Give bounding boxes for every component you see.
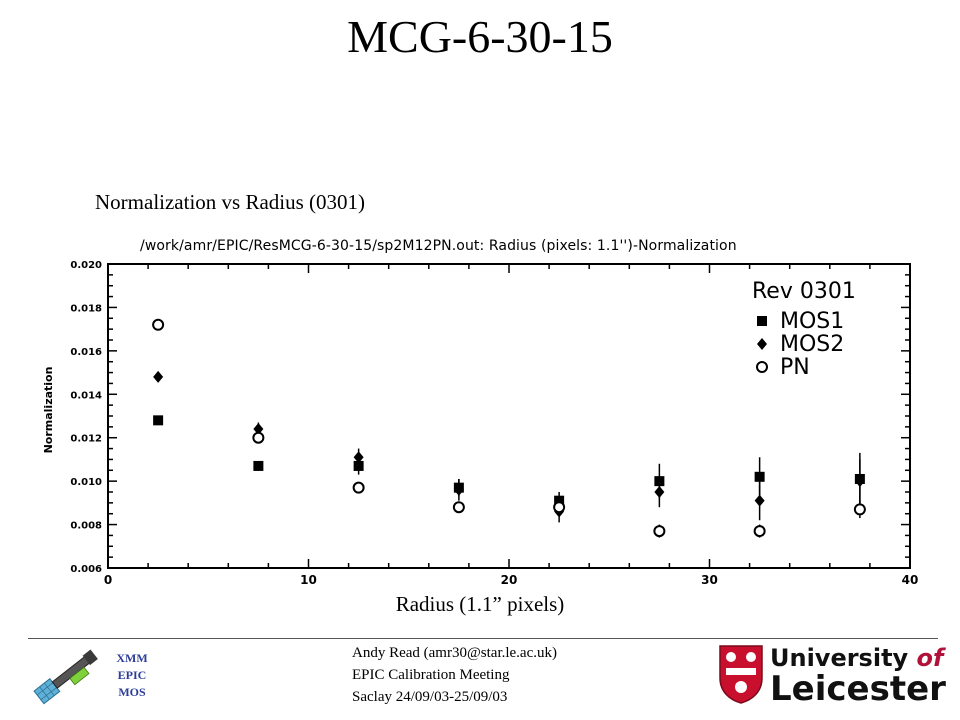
mos2-point <box>854 475 865 488</box>
x-axis-caption: Radius (1.1” pixels) <box>395 592 565 616</box>
legend-marker-pn <box>756 361 768 373</box>
chart-title: /work/amr/EPIC/ResMCG-6-30-15/sp2M12PN.o… <box>140 238 737 254</box>
legend-marker-mos1 <box>757 316 767 326</box>
pn-point <box>452 501 465 514</box>
x-tick-label: 30 <box>701 573 718 587</box>
mos2-point <box>153 370 164 383</box>
y-axis-label: Normalization <box>42 367 55 454</box>
university-word: University <box>770 644 909 672</box>
venue-date-line: Saclay 24/09/03-25/09/03 <box>352 689 508 705</box>
mos1-point <box>253 460 264 471</box>
y-tick-label: 0.014 <box>70 390 102 401</box>
mos2-point <box>353 451 364 464</box>
mission-line-mos: MOS <box>118 685 146 699</box>
mos2-point <box>253 423 264 436</box>
pn-point <box>252 431 265 444</box>
university-wordmark: University of Leicester <box>770 645 946 707</box>
y-tick-label: 0.006 <box>70 564 102 575</box>
mos2-point <box>654 486 665 498</box>
chart-caption: Normalization vs Radius (0301) <box>95 190 366 214</box>
mission-label: XMM EPIC MOS <box>112 650 152 701</box>
y-tick-label: 0.020 <box>70 260 102 271</box>
pn-point <box>152 318 165 331</box>
author-line: Andy Read (amr30@star.le.ac.uk) <box>352 645 557 661</box>
chart-ticks: 0 10 20 30 40 0.006 0.008 0.010 0.012 0.014 0.016 0… <box>70 260 918 587</box>
pn-point <box>753 525 766 538</box>
pn-point <box>553 501 566 514</box>
y-tick-label: 0.010 <box>70 477 102 488</box>
mission-line-xmm: XMM <box>116 651 148 665</box>
legend-marker-mos2 <box>757 338 767 350</box>
pn-point <box>853 503 866 516</box>
pn-point <box>653 525 666 538</box>
pn-point <box>352 481 365 494</box>
footer-divider <box>28 638 938 639</box>
university-of-word: of <box>916 644 944 672</box>
university-shield-icon <box>719 645 763 704</box>
chart-marks <box>152 318 866 538</box>
legend-title: Rev 0301 <box>752 279 856 304</box>
legend-label-mos2: MOS2 <box>780 332 844 357</box>
mos1-point <box>153 415 164 426</box>
x-tick-label: 40 <box>902 573 919 587</box>
xmm-satellite-icon <box>33 649 98 705</box>
y-tick-label: 0.016 <box>70 347 102 358</box>
y-tick-label: 0.018 <box>70 303 102 314</box>
x-tick-label: 0 <box>104 573 112 587</box>
scatter-chart: 0 10 20 30 40 0.006 0.008 0.010 0.012 0.014 0.016 0… <box>42 260 918 587</box>
mos2-point <box>453 483 464 496</box>
y-tick-label: 0.012 <box>70 434 102 445</box>
y-tick-label: 0.008 <box>70 521 102 532</box>
x-tick-label: 10 <box>300 573 317 587</box>
slide-title: MCG-6-30-15 <box>347 11 613 62</box>
x-tick-label: 20 <box>501 573 518 587</box>
legend-label-pn: PN <box>780 355 810 380</box>
meeting-line: EPIC Calibration Meeting <box>352 667 510 683</box>
mos1-point <box>754 471 765 482</box>
author-info: Andy Read (amr30@star.le.ac.uk) EPIC Cal… <box>352 642 557 708</box>
mission-line-epic: EPIC <box>117 668 147 682</box>
legend-label-mos1: MOS1 <box>780 309 844 334</box>
mos2-point <box>754 494 765 507</box>
university-leicester-word: Leicester <box>770 669 946 709</box>
